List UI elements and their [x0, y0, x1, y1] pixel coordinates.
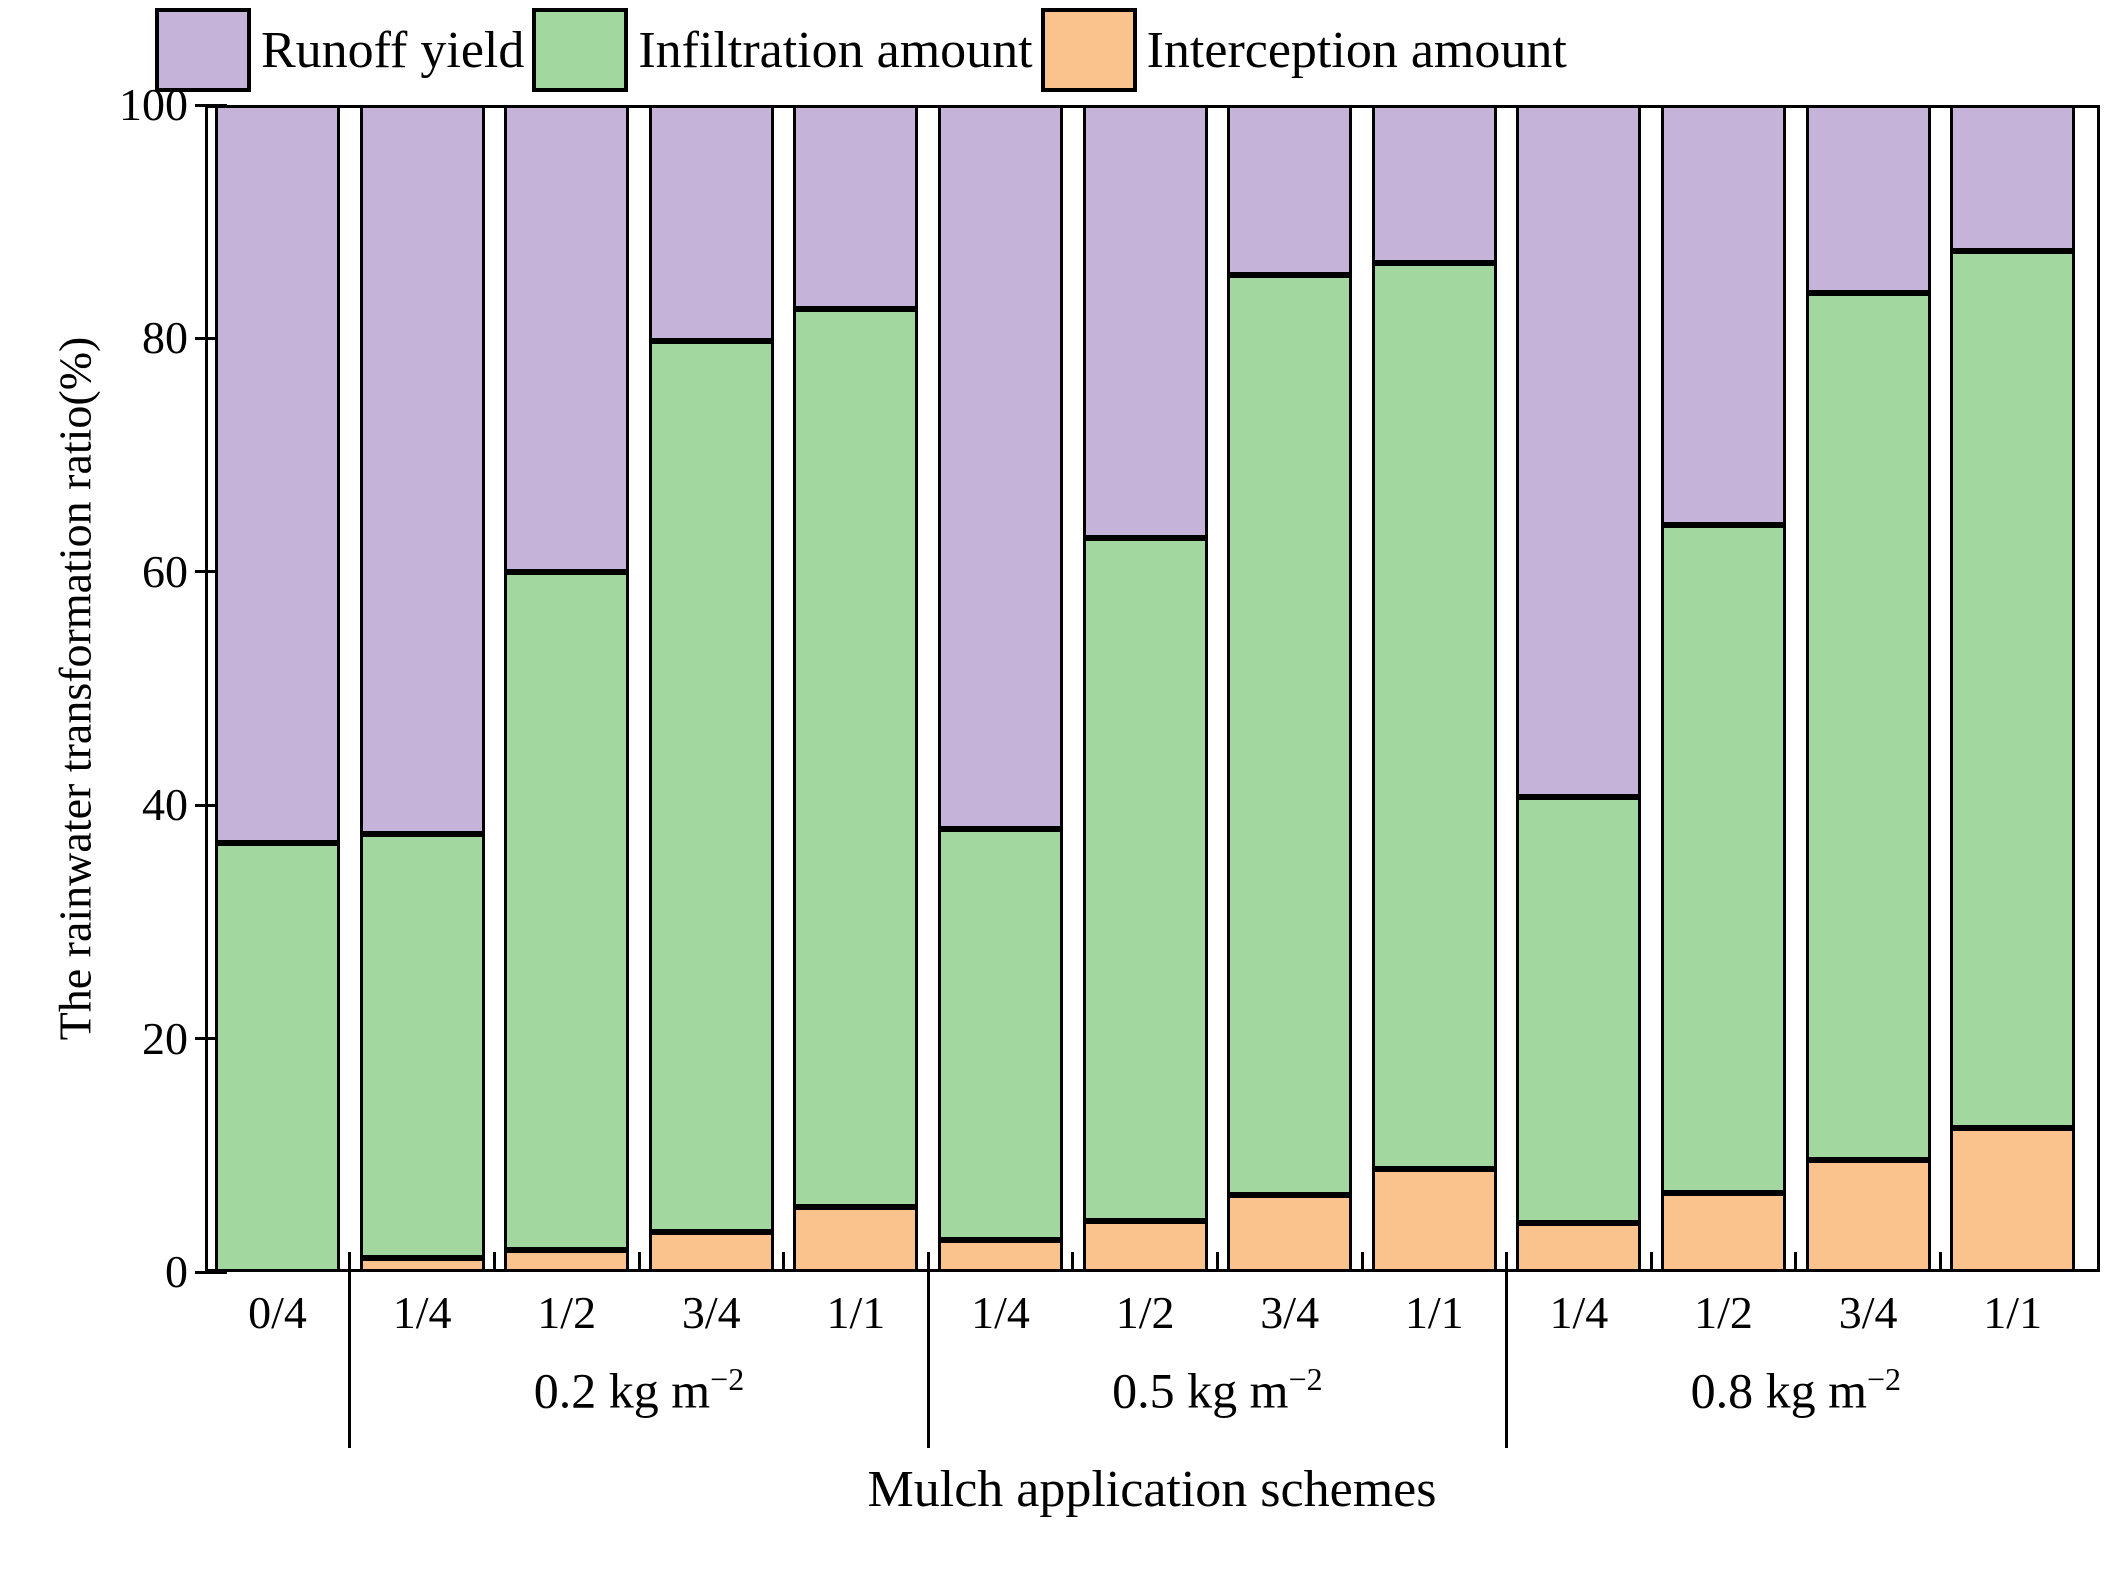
y-tick-label: 40	[142, 779, 188, 831]
group-separator-line	[348, 1272, 352, 1448]
legend-item: Infiltration amount	[532, 8, 1033, 92]
group-label-exponent: −2	[1866, 1361, 1902, 1397]
y-tick-mark	[195, 1270, 227, 1274]
infiltration-segment	[938, 828, 1063, 1241]
x-tick-label: 1/1	[1404, 1287, 1464, 1338]
group-separator-line	[926, 1272, 930, 1448]
runoff-segment	[1661, 105, 1786, 526]
x-tick-mark	[1505, 1252, 1509, 1272]
interception-segment	[648, 1232, 774, 1272]
runoff-segment	[215, 105, 340, 843]
runoff-segment	[359, 105, 485, 835]
group-label: 0.2 kg m−2	[533, 1361, 745, 1419]
interception-segment	[1805, 1159, 1931, 1272]
infiltration-segment	[1227, 275, 1353, 1195]
x-tick-label: 1/2	[1115, 1287, 1175, 1338]
y-tick-mark	[195, 570, 227, 574]
interception-segment	[504, 1249, 630, 1272]
legend-swatch-icon	[532, 8, 629, 92]
x-tick-label: 3/4	[1838, 1287, 1898, 1338]
x-tick-mark	[782, 1252, 786, 1272]
infiltration-segment	[1371, 262, 1497, 1170]
x-tick-mark	[1938, 1252, 1942, 1272]
runoff-segment	[793, 105, 919, 310]
x-tick-label: 1/4	[1549, 1287, 1609, 1338]
group-label-exponent: −2	[710, 1361, 745, 1397]
runoff-segment	[1371, 105, 1497, 263]
x-tick-mark	[348, 1252, 352, 1272]
y-tick-label: 100	[119, 79, 188, 130]
infiltration-segment	[504, 571, 630, 1250]
infiltration-segment	[215, 842, 340, 1272]
runoff-segment	[1950, 105, 2076, 251]
x-tick-label: 1/1	[826, 1287, 886, 1338]
x-tick-mark	[637, 1252, 641, 1272]
legend-swatch-icon	[155, 8, 251, 92]
x-tick-mark	[1215, 1252, 1219, 1272]
group-label: 0.5 kg m−2	[1112, 1361, 1323, 1419]
runoff-segment	[1082, 105, 1208, 538]
interception-segment	[1082, 1220, 1208, 1272]
runoff-segment	[1227, 105, 1353, 276]
group-label: 0.8 kg m−2	[1690, 1361, 1902, 1419]
runoff-segment	[648, 105, 774, 341]
x-tick-label: 1/2	[1694, 1287, 1753, 1338]
interception-segment	[938, 1240, 1063, 1272]
y-tick-label: 20	[142, 1012, 188, 1064]
interception-segment	[1371, 1169, 1497, 1272]
interception-segment	[1661, 1192, 1786, 1272]
chart-legend: Runoff yield Infiltration amount Intercept…	[155, 8, 1567, 92]
infiltration-segment	[359, 834, 485, 1258]
interception-segment	[1516, 1222, 1642, 1272]
x-tick-label: 1/1	[1983, 1287, 2043, 1338]
runoff-segment	[1516, 105, 1642, 798]
infiltration-segment	[648, 340, 774, 1233]
legend-swatch-icon	[1040, 8, 1137, 92]
group-separator-line	[1505, 1272, 1509, 1448]
infiltration-segment	[1516, 797, 1642, 1223]
interception-segment	[1227, 1194, 1353, 1272]
x-tick-label: 3/4	[1260, 1287, 1320, 1338]
y-tick-mark	[195, 803, 227, 807]
x-tick-label: 1/4	[971, 1287, 1030, 1338]
y-tick-label: 60	[142, 545, 188, 597]
interception-segment	[1950, 1128, 2076, 1272]
y-tick-mark	[195, 1037, 227, 1041]
legend-item: Runoff yield	[155, 8, 524, 92]
infiltration-segment	[1082, 537, 1208, 1221]
x-tick-label: 3/4	[681, 1287, 741, 1338]
infiltration-segment	[1661, 525, 1786, 1193]
runoff-segment	[938, 105, 1063, 829]
legend-label: Infiltration amount	[638, 21, 1033, 79]
infiltration-segment	[793, 309, 919, 1207]
x-tick-label: 1/2	[537, 1287, 597, 1338]
x-tick-label: 1/4	[392, 1287, 452, 1338]
x-axis-title: Mulch application schemes	[867, 1461, 1437, 1518]
interception-segment	[359, 1257, 485, 1272]
y-tick-mark	[195, 336, 227, 340]
infiltration-segment	[1805, 292, 1931, 1160]
y-tick-mark	[195, 103, 227, 107]
x-tick-mark	[492, 1252, 496, 1272]
y-tick-label: 80	[142, 312, 188, 364]
x-tick-label: 0/4	[248, 1287, 307, 1338]
legend-label: Runoff yield	[261, 21, 525, 79]
interception-segment	[793, 1206, 919, 1272]
x-tick-mark	[1360, 1252, 1364, 1272]
x-tick-mark	[1071, 1252, 1075, 1272]
x-tick-mark	[1649, 1252, 1653, 1272]
infiltration-segment	[1950, 250, 2076, 1129]
x-tick-mark	[926, 1252, 930, 1272]
legend-label: Interception amount	[1146, 21, 1567, 79]
legend-item: Interception amount	[1040, 8, 1567, 92]
group-label-exponent: −2	[1288, 1361, 1323, 1397]
runoff-segment	[1805, 105, 1931, 293]
x-tick-mark	[1794, 1252, 1798, 1272]
y-tick-label: 0	[165, 1246, 188, 1297]
runoff-segment	[504, 105, 630, 572]
